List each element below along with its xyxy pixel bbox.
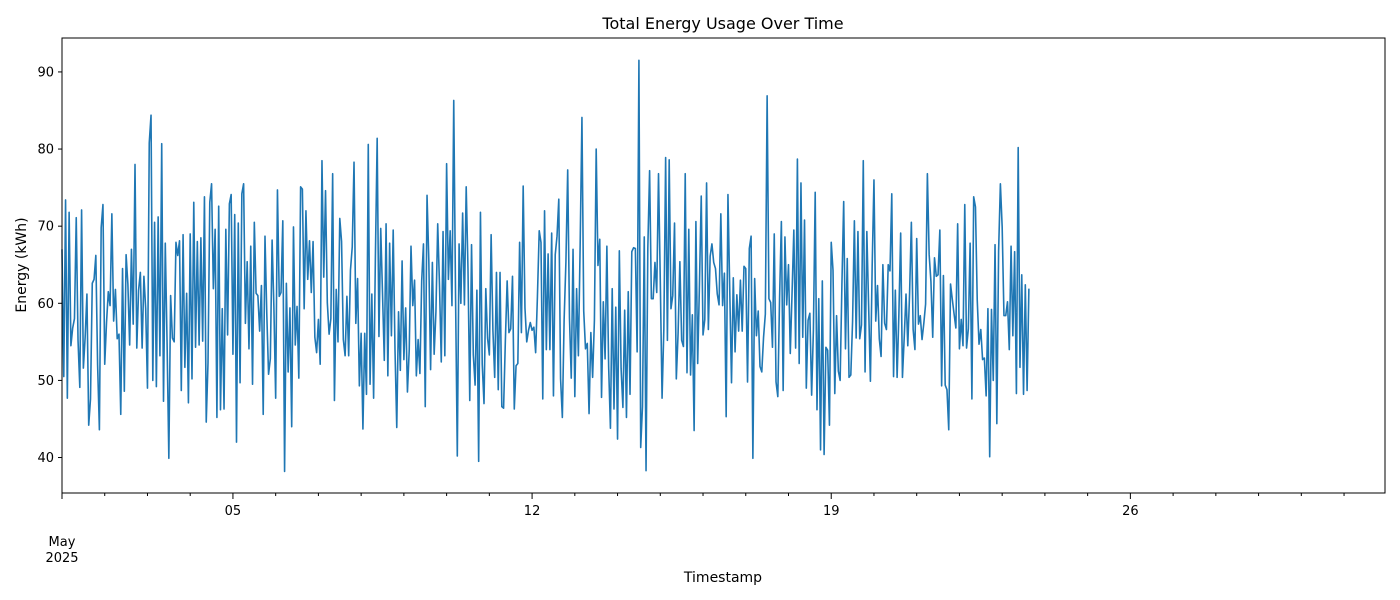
x-tick-label: 26 — [1122, 504, 1139, 519]
plot-area — [61, 37, 1386, 494]
y-tick-label: 40 — [37, 451, 54, 466]
x-tick-label: 05 — [225, 504, 242, 519]
y-tick-label: 50 — [37, 374, 54, 389]
x-month-label: May — [49, 535, 76, 550]
y-tick-label: 80 — [37, 143, 54, 158]
y-axis: 40 50 60 70 80 90 — [37, 65, 62, 466]
y-tick-label: 70 — [37, 220, 54, 235]
y-tick-label: 90 — [37, 65, 54, 80]
x-tick-label: 12 — [524, 504, 541, 519]
x-tick-label: 19 — [823, 504, 840, 519]
x-axis-title: Timestamp — [683, 570, 762, 586]
y-axis-title: Energy (kWh) — [14, 217, 30, 312]
y-tick-label: 60 — [37, 297, 54, 312]
chart-title: Total Energy Usage Over Time — [601, 14, 843, 33]
x-year-label: 2025 — [45, 551, 78, 566]
series-line — [61, 59, 1030, 473]
plot-frame — [61, 37, 1386, 494]
